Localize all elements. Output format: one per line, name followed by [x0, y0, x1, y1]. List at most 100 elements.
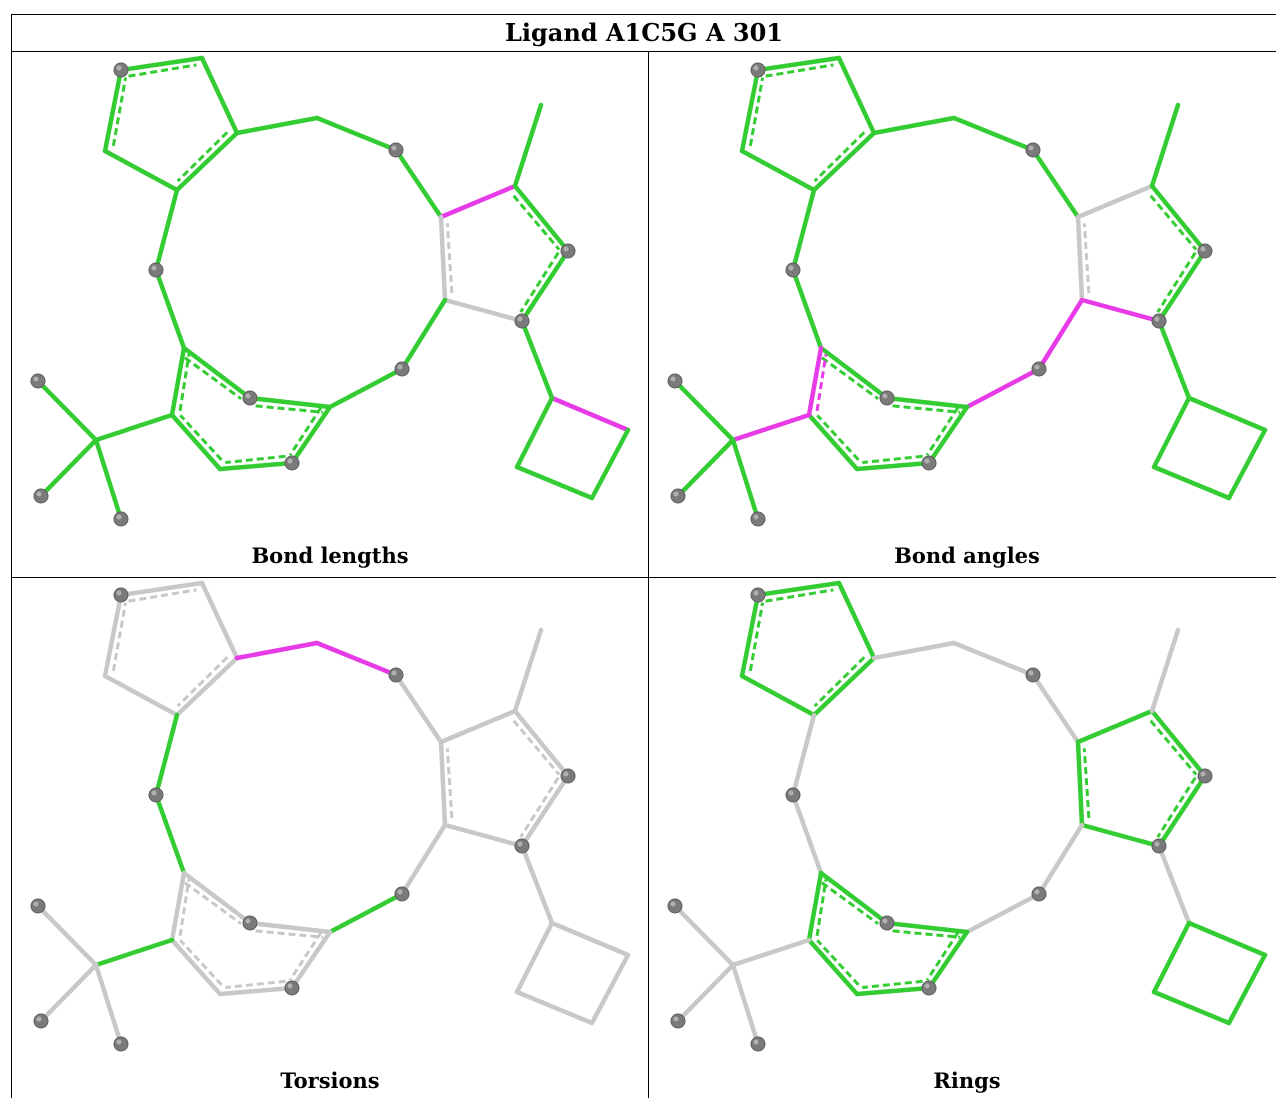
angles-bond-cb1-cb2	[1186, 395, 1268, 433]
angles-atom-highlight-q3	[753, 514, 759, 520]
lengths-aromatic-dash-b5-b6	[179, 414, 223, 461]
lengths-bond-c1-s1	[314, 115, 399, 153]
lengths-aromatic-dash-b6-b1	[178, 354, 191, 412]
panel-rings: Rings	[649, 578, 1276, 1098]
rings-bond-t2-t3	[836, 580, 877, 661]
lengths-aromatic-dash-t1-t2	[128, 63, 197, 78]
rings-atom-highlight-b4	[924, 983, 930, 989]
angles-bond-b6-b1	[806, 345, 824, 418]
lengths-atom-p3	[560, 243, 576, 259]
rings-bond-b4-b5	[854, 985, 932, 997]
angles-atom-highlight-s2	[788, 265, 794, 271]
rings-atom-p3	[1197, 768, 1213, 784]
lengths-bond-t3-t4	[174, 130, 240, 193]
torsions-atom-highlight-s3	[397, 889, 403, 895]
torsions-bond-b2-b3	[247, 920, 333, 935]
torsions-bond-s2-b1	[153, 792, 187, 876]
torsions-bond-t4-t5	[102, 673, 180, 718]
lengths-bond-cb2-cb3	[589, 427, 631, 501]
torsions-atom-s1	[388, 667, 404, 683]
angles-aromatic-dash-b6-b1	[815, 354, 828, 412]
angles-bond-p3-p4	[1156, 248, 1208, 324]
rings-bond-p1-p2	[1075, 708, 1155, 745]
panel-bond-lengths: Bond lengths	[12, 53, 648, 573]
molecule-bond-angles	[667, 55, 1268, 527]
lengths-bond-t5-t1	[102, 67, 124, 154]
torsions-bond-p5-p1	[438, 739, 448, 828]
rings-bond-p2-m1	[1149, 627, 1181, 714]
lengths-bond-b5-b6	[169, 412, 223, 472]
lengths-bond-q-q3	[93, 437, 124, 522]
lengths-aromatic-dash-t3-t4	[176, 131, 229, 183]
lengths-atom-highlight-b2	[245, 393, 251, 399]
angles-atom-highlight-q2	[673, 491, 679, 497]
angles-atom-s1	[1025, 142, 1041, 158]
lengths-bond-b2-b3	[247, 395, 333, 410]
rings-bond-q-q1	[672, 903, 736, 968]
torsions-atom-highlight-s2	[151, 790, 157, 796]
rings-atom-highlight-q3	[753, 1039, 759, 1045]
torsions-atom-p4	[514, 838, 530, 854]
rings-atom-highlight-q2	[673, 1016, 679, 1022]
rings-bond-c1-s1	[951, 640, 1036, 678]
lengths-bond-p1-p2	[438, 183, 518, 220]
lengths-bond-b6-b1	[169, 345, 187, 418]
lengths-bond-b1-b2	[181, 345, 253, 401]
torsions-aromatic-dash-p5-p1	[445, 748, 454, 819]
grid-vertical-middle	[648, 52, 649, 1098]
lengths-atom-q2	[33, 488, 49, 504]
rings-atom-highlight-s1	[1028, 670, 1034, 676]
rings-aromatic-dash-b3-b4	[925, 931, 960, 981]
angles-bond-t2-t3	[836, 55, 877, 136]
torsions-bond-q-q1	[35, 903, 99, 968]
angles-aromatic-dash-b1-b2	[821, 356, 879, 400]
lengths-aromatic-dash-p2-p3	[512, 194, 561, 251]
rings-bond-b3-b4	[926, 929, 970, 991]
torsions-bond-p2-p3	[512, 708, 571, 779]
angles-atom-q3	[750, 511, 766, 527]
rings-bond-t4-t5	[739, 673, 817, 718]
lengths-atom-highlight-q1	[33, 376, 39, 382]
lengths-atom-highlight-s2	[151, 265, 157, 271]
angles-atom-t1	[750, 62, 766, 78]
rings-bond-cb4-cb1	[1151, 920, 1192, 995]
lengths-bond-t1-t2	[118, 55, 205, 73]
lengths-aromatic-dash-b2-b3	[255, 404, 324, 414]
panel-bond-angles: Bond angles	[649, 53, 1276, 573]
angles-atom-highlight-p3	[1200, 246, 1206, 252]
torsions-atom-q1	[30, 898, 46, 914]
angles-atom-s2	[785, 262, 801, 278]
rings-aromatic-dash-b6-b1	[815, 879, 828, 937]
rings-atom-t1	[750, 587, 766, 603]
lengths-bond-t3-c1	[234, 115, 320, 136]
rings-bond-p4-cb1	[1156, 843, 1192, 926]
angles-bond-s2-b1	[790, 267, 824, 351]
rings-bond-t5-t1	[739, 592, 761, 679]
lengths-atom-t1	[113, 62, 129, 78]
torsions-bond-t4-s2	[153, 712, 180, 798]
torsions-atom-p3	[560, 768, 576, 784]
figure-title: Ligand A1C5G A 301	[11, 14, 1276, 52]
rings-bond-t4-s2	[790, 712, 817, 798]
lengths-aromatic-dash-b4-b5	[225, 454, 286, 465]
rings-atom-highlight-s2	[788, 790, 794, 796]
lengths-atom-s3	[394, 361, 410, 377]
torsions-atom-highlight-q1	[33, 901, 39, 907]
angles-bond-t4-t5	[739, 148, 817, 193]
angles-bond-s3-b3	[964, 366, 1042, 410]
torsions-atom-highlight-t1	[116, 590, 122, 596]
torsions-bond-p3-p4	[519, 773, 571, 849]
lengths-bond-s1-p1	[393, 147, 444, 220]
rings-atom-highlight-q1	[670, 901, 676, 907]
torsions-atom-s3	[394, 886, 410, 902]
torsions-atom-highlight-p3	[563, 771, 569, 777]
angles-atom-p4	[1151, 313, 1167, 329]
lengths-aromatic-dash-p5-p1	[445, 223, 454, 294]
caption-rings: Rings	[933, 1068, 1001, 1093]
caption-bond-angles: Bond angles	[894, 543, 1040, 568]
torsions-bond-t5-t1	[102, 592, 124, 679]
rings-aromatic-dash-p2-p3	[1149, 719, 1198, 776]
torsions-bond-t3-c1	[234, 640, 320, 661]
angles-bond-p5-s3	[1036, 297, 1085, 372]
torsions-bond-cb2-cb3	[589, 952, 631, 1026]
